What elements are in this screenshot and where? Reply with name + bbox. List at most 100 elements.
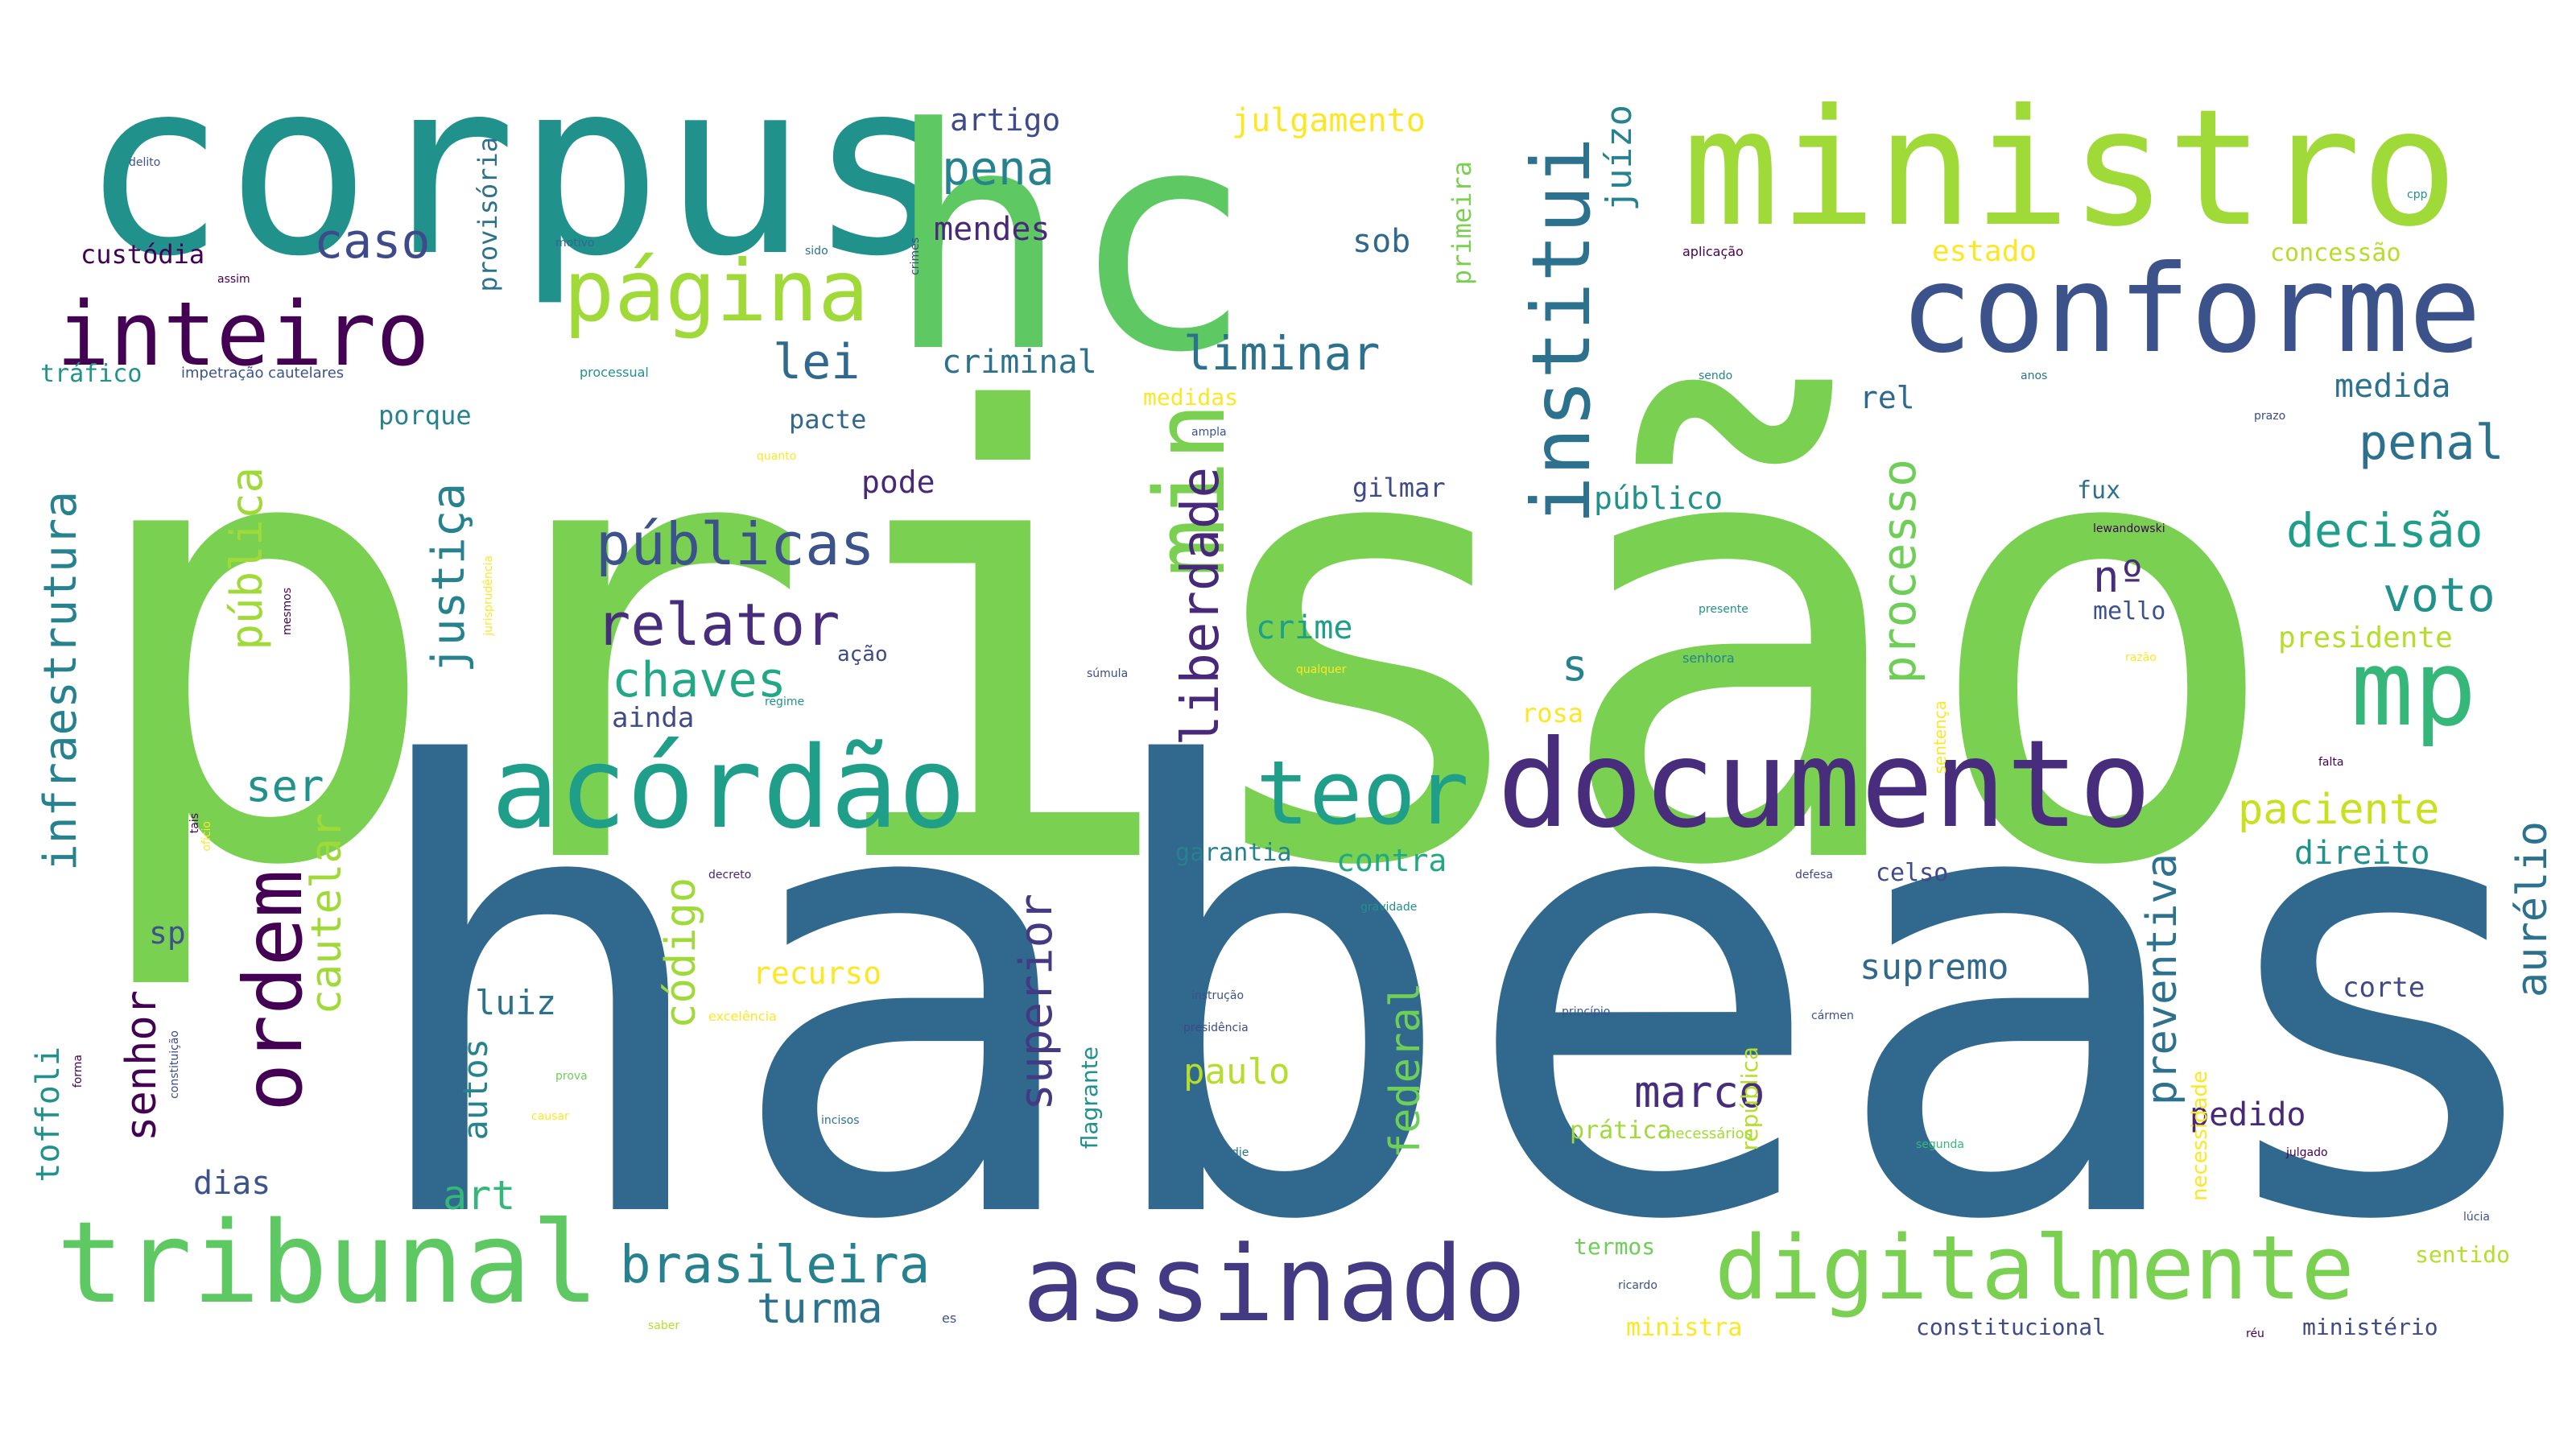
word: assinado	[1022, 1223, 1527, 1345]
word: causar	[531, 1110, 569, 1123]
word: custódia	[80, 239, 205, 270]
word: ministra	[1626, 1314, 1743, 1342]
word: fux	[2077, 477, 2121, 505]
word: constituição	[168, 1030, 181, 1099]
word: prisão	[76, 288, 2287, 1000]
word: liberdade	[1171, 467, 1231, 746]
word: superior	[1010, 894, 1063, 1111]
word: gilmar	[1352, 473, 1446, 503]
word: teor	[1256, 741, 1469, 844]
word: falta	[2318, 756, 2344, 769]
word: termos	[1574, 1233, 1656, 1260]
word: pacte	[789, 404, 867, 435]
word: ainda	[612, 702, 695, 734]
word: pena	[942, 141, 1055, 196]
word: código	[657, 877, 705, 1029]
word: motivo	[555, 237, 595, 250]
word: constitucional	[1916, 1314, 2107, 1340]
word: instrução	[1191, 989, 1245, 1002]
word: primeira	[1447, 161, 1477, 286]
word: supremo	[1860, 947, 2009, 988]
word: princípio	[1562, 1005, 1611, 1018]
word: saber	[648, 1319, 680, 1332]
word: necessidade	[2188, 1071, 2212, 1202]
word: brasileira	[620, 1236, 931, 1295]
word: necessários	[1666, 1125, 1752, 1142]
word: ofício	[200, 821, 213, 852]
word: assim	[217, 273, 250, 286]
word: anos	[2021, 369, 2048, 382]
word: nº	[2093, 551, 2146, 602]
word: pedido	[2190, 1096, 2306, 1133]
word: presidência	[1183, 1022, 1249, 1034]
word: lúcia	[2463, 1211, 2490, 1224]
word: mp	[2351, 627, 2477, 749]
word: turma	[757, 1285, 883, 1333]
word: dias	[193, 1165, 271, 1202]
word: hc	[886, 63, 1254, 419]
word: digitalmente	[1715, 1216, 2355, 1319]
word: prova	[555, 1070, 588, 1083]
word: flagrante	[1076, 1046, 1103, 1150]
word: dje	[1232, 1146, 1249, 1159]
word: tais	[188, 813, 201, 834]
word: senhora	[1682, 650, 1735, 666]
word: toffoli	[30, 1046, 67, 1183]
word: voto	[2383, 568, 2496, 622]
word: regime	[765, 696, 805, 708]
word: incisos	[821, 1114, 860, 1127]
word: cpp	[2407, 188, 2428, 201]
word: sob	[1352, 223, 1411, 260]
word: direito	[2294, 835, 2430, 872]
word: garantia	[1175, 839, 1292, 867]
word: habeas	[354, 642, 2565, 1354]
word: sentido	[2415, 1241, 2511, 1268]
word: processual	[580, 365, 649, 380]
word: criminal	[942, 344, 1097, 381]
word: página	[564, 242, 869, 341]
word: república	[1736, 1046, 1763, 1151]
word: jurisprudência	[482, 555, 495, 636]
word: crimes	[909, 237, 922, 275]
word: estado	[1932, 235, 2037, 268]
word: presidente	[2278, 621, 2453, 654]
word: gravidade	[1360, 901, 1418, 914]
word: forma	[72, 1055, 85, 1088]
word: contra	[1336, 843, 1447, 878]
word: lewandowski	[2093, 522, 2165, 535]
word: rosa	[1521, 698, 1584, 729]
word: rel	[1860, 380, 1915, 415]
word: paciente	[2238, 786, 2440, 834]
word: mesmos	[281, 588, 294, 636]
word: segunda	[1916, 1138, 1965, 1151]
word: lei	[773, 334, 861, 390]
word: crime	[1256, 609, 1353, 646]
word: ricardo	[1618, 1279, 1657, 1292]
word: art	[443, 1172, 516, 1219]
word: caso	[314, 213, 431, 270]
word: ampla	[1191, 426, 1227, 439]
word: es	[942, 1311, 957, 1326]
word: cármen	[1811, 1009, 1854, 1022]
word: medida	[2334, 368, 2451, 405]
word: tribunal	[56, 1198, 600, 1329]
word: processo	[1872, 459, 1926, 684]
word: ministro	[1682, 75, 2458, 262]
word: ação	[837, 642, 888, 667]
word: institui	[1514, 137, 1608, 525]
word: corte	[2343, 972, 2425, 1004]
word: inteiro	[56, 283, 430, 386]
word: mello	[2093, 597, 2166, 625]
word: decreto	[708, 869, 752, 881]
word: ser	[246, 761, 324, 811]
word: relator	[596, 591, 840, 658]
word: súmula	[1087, 667, 1129, 680]
word: celso	[1876, 859, 1949, 887]
word: luiz	[475, 983, 557, 1022]
word: conforme	[1900, 240, 2482, 380]
word: razão	[2125, 651, 2157, 664]
word: pública	[221, 467, 272, 650]
word: defesa	[1795, 869, 1833, 881]
word: aplicação	[1682, 244, 1744, 259]
word: concessão	[2270, 239, 2401, 267]
